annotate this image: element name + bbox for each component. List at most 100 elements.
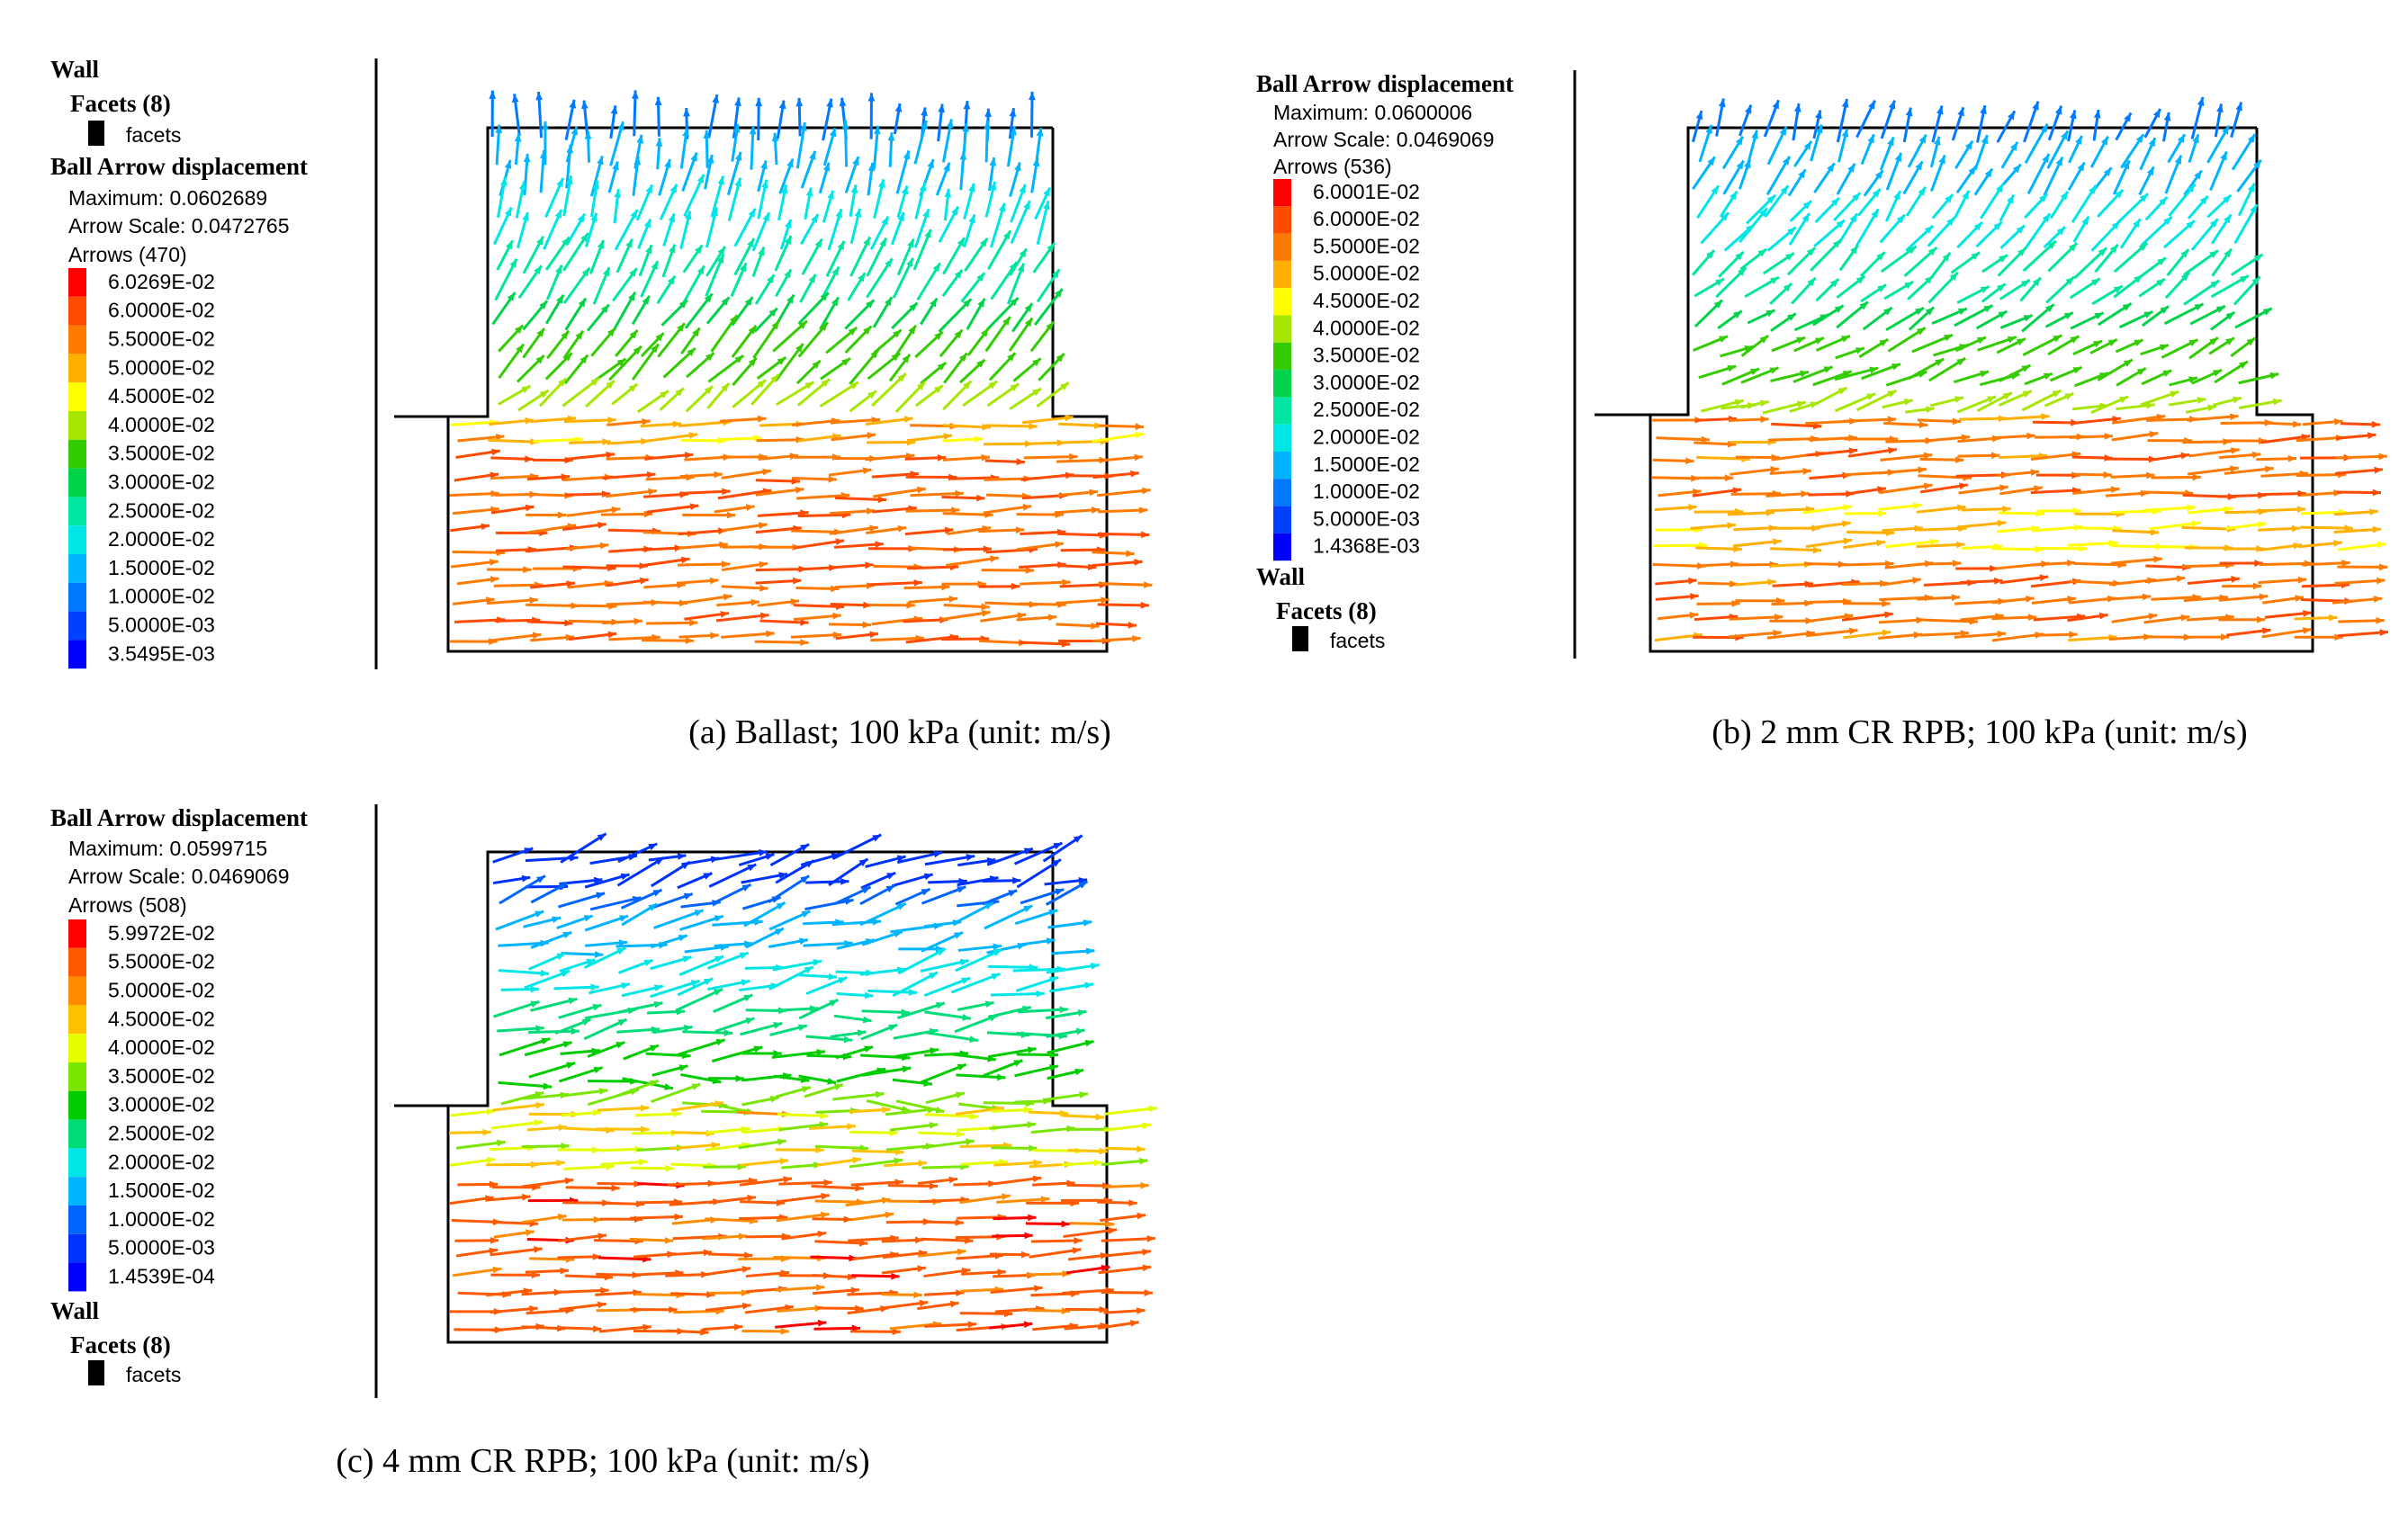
arrow-head xyxy=(903,416,913,423)
arrow-head xyxy=(714,471,723,479)
legend-swatch xyxy=(68,525,86,554)
arrow-head xyxy=(514,325,524,334)
arrow-head xyxy=(1012,876,1021,884)
arrow-head xyxy=(1766,194,1775,204)
arrow-head xyxy=(758,247,765,256)
arrow-head xyxy=(2039,574,2049,582)
arrow-head xyxy=(1032,358,1041,367)
arrow-head xyxy=(948,1176,958,1184)
displacement-arrow xyxy=(669,1143,721,1151)
arrow-head xyxy=(2334,633,2343,641)
arrow-head xyxy=(2224,248,2232,258)
arrow-head xyxy=(525,417,535,425)
arrow-head xyxy=(855,1184,864,1192)
arrow-head xyxy=(2180,614,2190,622)
arrow-head xyxy=(611,506,621,514)
arrow-head xyxy=(2230,413,2239,421)
arrow-head xyxy=(1745,104,1752,114)
arrow-head xyxy=(1850,245,1858,255)
arrow-head xyxy=(867,390,876,399)
arrow-head xyxy=(829,128,837,138)
arrow-head xyxy=(2133,219,2141,229)
arrow-head xyxy=(723,1029,733,1036)
arrow-head xyxy=(847,1123,856,1130)
arrow-head xyxy=(2090,278,2100,286)
arrow-head xyxy=(1946,217,1955,227)
displacement-arrow xyxy=(948,476,1000,480)
arrow-head xyxy=(1732,487,1742,495)
arrow-head xyxy=(2064,393,2074,400)
displacement-arrow xyxy=(597,1106,650,1112)
arrow-head xyxy=(1108,1227,1118,1234)
arrow-head xyxy=(1701,435,1710,444)
arrow-head xyxy=(2297,576,2307,584)
arrow-head xyxy=(790,598,800,605)
arrow-head xyxy=(896,855,906,863)
arrow-head xyxy=(1852,193,1861,202)
legend-swatch xyxy=(68,268,86,297)
arrow-head xyxy=(923,873,933,881)
arrow-head xyxy=(1983,305,1993,313)
legend-level-label: 4.5000E-02 xyxy=(108,384,215,408)
arrow-head xyxy=(913,578,922,587)
arrow-head xyxy=(1024,1232,1033,1240)
arrow-head xyxy=(586,958,596,966)
arrow-head xyxy=(1780,185,1789,195)
arrow-head xyxy=(715,1038,725,1046)
legend-swatch xyxy=(1273,179,1291,207)
arrow-head xyxy=(1848,627,1858,635)
arrow-head xyxy=(780,184,788,194)
arrow-head xyxy=(993,943,1002,951)
displacement-arrow xyxy=(1999,415,2050,421)
arrow-head xyxy=(991,973,1001,981)
arrow-head xyxy=(706,1291,715,1298)
arrow-head xyxy=(1885,560,1894,568)
arrow-head xyxy=(556,953,566,961)
arrow-head xyxy=(2032,277,2041,287)
arrow-head xyxy=(1735,251,1744,261)
arrow-head xyxy=(2162,370,2172,378)
arrow-head xyxy=(629,329,638,339)
displacement-arrow xyxy=(2033,614,2086,622)
arrow-head xyxy=(762,468,771,476)
arrow-head xyxy=(990,555,999,563)
displacement-arrow xyxy=(608,635,660,641)
arrow-head xyxy=(1023,1321,1033,1329)
arrow-head xyxy=(1135,423,1145,431)
arrow-head xyxy=(894,1179,903,1187)
displacement-arrow xyxy=(1097,532,1150,536)
arrow-head xyxy=(1980,105,1987,114)
legend-level-label: 5.0000E-02 xyxy=(1313,262,1420,285)
arrow-head xyxy=(648,903,658,911)
arrow-head xyxy=(571,126,579,136)
arrow-head xyxy=(768,308,777,317)
arrow-head xyxy=(954,329,963,339)
arrow-head xyxy=(672,420,682,428)
arrow-head xyxy=(759,560,768,569)
arrow-head xyxy=(653,1000,663,1009)
arrow-head xyxy=(2177,134,2185,144)
arrow-head xyxy=(901,1009,910,1017)
arrow-head xyxy=(2224,506,2233,514)
arrow-head xyxy=(1760,416,1769,424)
arrow-head xyxy=(532,632,542,640)
arrow-head xyxy=(962,123,970,132)
arrow-head xyxy=(1128,1199,1137,1207)
legend-level-label: 5.5000E-02 xyxy=(1313,234,1420,257)
arrow-head xyxy=(664,1237,674,1244)
displacement-arrow xyxy=(2188,448,2240,458)
arrow-head xyxy=(640,577,649,585)
arrow-head xyxy=(891,353,901,362)
arrow-head xyxy=(932,263,940,273)
arrow-head xyxy=(2377,541,2386,549)
arrow-head xyxy=(590,983,599,991)
arrow-head xyxy=(2257,615,2266,623)
arrow-head xyxy=(980,327,989,337)
arrow-head xyxy=(535,236,544,246)
arrow-head xyxy=(1804,599,1813,607)
arrow-head xyxy=(759,849,768,856)
displacement-arrow xyxy=(1656,436,1710,442)
arrow-head xyxy=(1757,248,1767,257)
legend-swatch xyxy=(68,1262,86,1292)
arrow-head xyxy=(968,214,975,224)
